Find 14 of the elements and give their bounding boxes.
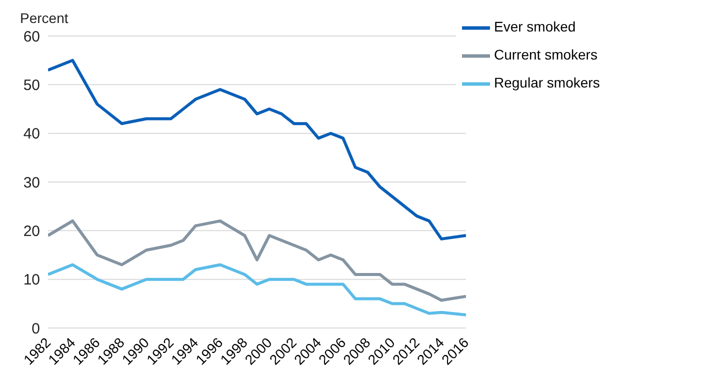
legend-label: Current smokers [494, 46, 598, 63]
y-tick-label: 10 [23, 272, 40, 289]
line-series [48, 263, 466, 316]
line-series [48, 219, 466, 302]
y-tick-label: 20 [23, 222, 40, 240]
y-tick-label: 40 [23, 126, 40, 143]
y-tick-label: 60 [23, 28, 40, 46]
line-series [48, 58, 466, 240]
legend-label: Regular smokers [494, 74, 600, 91]
y-tick-label: 0 [32, 320, 40, 338]
y-tick-label: 50 [23, 76, 40, 94]
y-axis-title: Percent [20, 10, 68, 26]
y-tick-label: 30 [23, 174, 40, 192]
legend-label: Ever smoked [494, 18, 576, 35]
